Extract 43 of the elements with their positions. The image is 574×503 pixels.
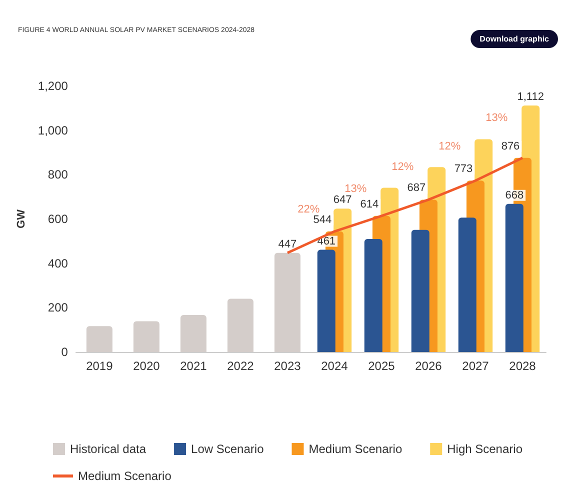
text: Download graphic (480, 34, 550, 44)
data-label: 687 (407, 182, 426, 194)
y-tick-label: 400 (48, 256, 68, 270)
y-tick-label: 1,200 (38, 79, 68, 93)
x-tick-label: 2020 (133, 359, 160, 373)
data-label: 773 (454, 163, 473, 176)
bar (458, 218, 476, 352)
x-tick-label: 2023 (274, 359, 302, 373)
x-tick-label: 2019 (86, 359, 114, 373)
data-label: 647 (333, 194, 352, 206)
x-tick-label: 2024 (321, 359, 348, 373)
annotation: 13% (344, 182, 367, 195)
y-tick-label: 800 (48, 168, 68, 182)
bar (364, 238, 382, 352)
y-tick-label: 200 (48, 300, 68, 315)
data-label: 447 (278, 238, 297, 250)
data-label: 544 (313, 214, 332, 226)
data-label: 1,112 (517, 91, 544, 104)
data-label: 876 (501, 140, 520, 152)
annotation: 13% (486, 112, 508, 124)
legend-label: Low Scenario (191, 442, 264, 456)
x-tick-label: 2028 (509, 359, 536, 373)
legend-label: High Scenario (447, 442, 523, 456)
legend-label: Medium Scenario (308, 442, 402, 456)
annotation: 12% (392, 161, 414, 174)
bar (505, 204, 524, 352)
x-tick-label: 2027 (462, 359, 490, 373)
y-tick-label: 1,000 (38, 123, 68, 138)
y-axis-title: GW (16, 208, 28, 228)
data-label: 614 (360, 198, 379, 210)
x-tick-label: 2021 (180, 359, 208, 373)
annotation: 12% (438, 140, 461, 152)
bar (317, 250, 336, 352)
x-tick-label: 2025 (368, 359, 396, 373)
annotation: 22% (298, 203, 320, 216)
bar (411, 230, 430, 352)
x-tick-label: 2026 (415, 359, 442, 373)
legend-label: Historical data (70, 442, 146, 456)
y-tick-label: 600 (48, 212, 68, 226)
y-tick-label: 0 (61, 345, 68, 359)
data-label: 668 (505, 189, 524, 202)
legend-label: Medium Scenario (78, 469, 172, 483)
x-tick-label: 2022 (227, 359, 254, 373)
